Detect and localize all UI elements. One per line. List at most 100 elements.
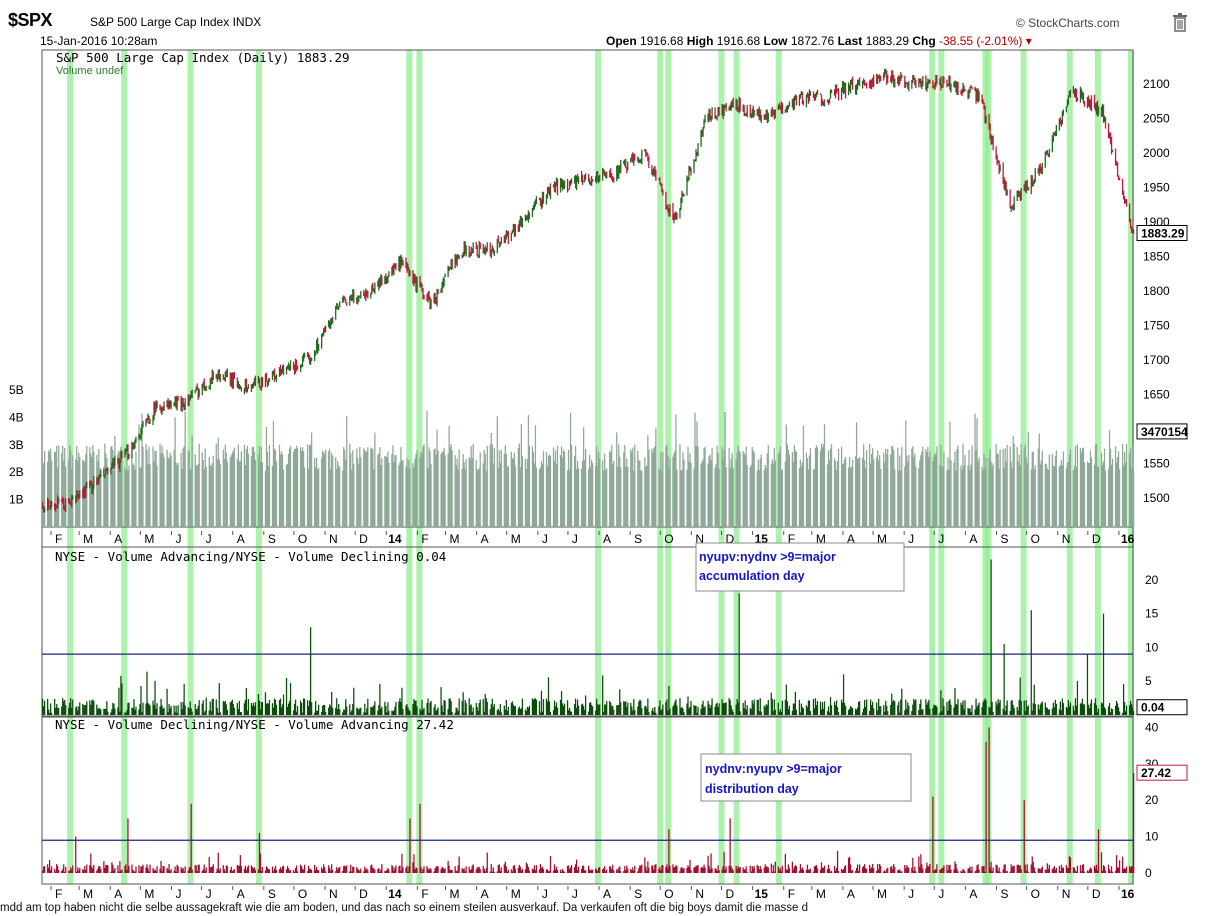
- advancing-ratio-bar: [527, 707, 530, 715]
- advancing-ratio-bar: [146, 671, 148, 715]
- declining-ratio-bar: [413, 854, 415, 873]
- volume-bar: [855, 422, 858, 527]
- declining-ratio-bar: [280, 869, 283, 873]
- declining-ratio-bar: [653, 869, 655, 873]
- advancing-ratio-bar: [995, 701, 997, 715]
- advancing-ratio-bar: [779, 709, 781, 715]
- volume-bar: [120, 446, 122, 527]
- declining-ratio-bar: [240, 866, 242, 873]
- declining-ratio-bar: [1062, 867, 1065, 873]
- declining-ratio-bar: [458, 856, 460, 873]
- volume-bar: [732, 468, 734, 527]
- advancing-ratio-bar: [528, 705, 531, 715]
- volume-bar: [196, 465, 198, 527]
- advancing-ratio-bar: [449, 698, 451, 715]
- volume-bar: [322, 450, 324, 527]
- declining-ratio-bar: [443, 869, 445, 873]
- advancing-ratio-bar: [176, 712, 178, 715]
- advancing-ratio-bar: [246, 710, 249, 715]
- advancing-ratio-bar: [195, 709, 197, 715]
- declining-ratio-bar: [323, 864, 325, 873]
- volume-bar: [595, 465, 597, 527]
- volume-bar: [472, 443, 474, 527]
- advancing-ratio-bar: [324, 705, 326, 715]
- declining-ratio-bar: [779, 867, 781, 873]
- declining-ratio-bar: [279, 867, 282, 873]
- declining-ratio-bar: [374, 869, 376, 873]
- last-dec-marker-box: [1136, 764, 1188, 781]
- advancing-ratio-bar: [744, 700, 746, 715]
- declining-ratio-bar: [482, 865, 484, 873]
- declining-ratio-bar: [814, 865, 817, 873]
- volume-bar: [422, 446, 424, 527]
- volume-bar: [436, 429, 438, 527]
- volume-bar: [64, 447, 66, 527]
- advancing-ratio-bar: [112, 702, 114, 715]
- declining-ratio-bar: [647, 861, 649, 873]
- declining-ratio-bar: [201, 870, 203, 873]
- advancing-ratio-bar: [548, 701, 551, 715]
- declining-ratio-bar: [1103, 866, 1106, 873]
- advancing-ratio-bar: [1073, 710, 1076, 715]
- advancing-ratio-bar: [419, 708, 421, 715]
- volume-bar: [419, 457, 421, 527]
- advancing-ratio-bar: [653, 711, 655, 715]
- declining-ratio-bar: [911, 867, 913, 873]
- declining-ratio-bar: [1131, 866, 1134, 873]
- declining-ratio-bar: [366, 868, 368, 873]
- volume-bar: [349, 443, 351, 527]
- advancing-ratio-bar: [336, 698, 338, 715]
- volume-bar: [976, 418, 978, 527]
- declining-ratio-bar: [97, 868, 99, 873]
- declining-ratio-bar: [590, 870, 592, 873]
- declining-ratio-bar: [834, 870, 837, 873]
- declining-ratio-bar: [498, 864, 500, 873]
- chg-value: -38.55 (-2.01%): [939, 34, 1023, 48]
- trash-icon[interactable]: [1172, 12, 1188, 32]
- x-tick-label: M: [83, 532, 93, 546]
- declining-ratio-bar: [700, 867, 702, 873]
- declining-ratio-bar: [135, 866, 137, 873]
- declining-ratio-bar: [216, 868, 218, 873]
- declining-ratio-bar: [264, 870, 267, 873]
- advancing-ratio-bar: [718, 703, 720, 715]
- declining-ratio-bar: [743, 869, 745, 873]
- volume-bar: [1032, 451, 1034, 527]
- advancing-ratio-bar: [287, 703, 290, 715]
- declining-ratio-bar: [918, 856, 920, 873]
- declining-ratio-bar: [658, 868, 660, 873]
- declining-ratio-bar: [554, 869, 557, 873]
- advancing-ratio-bar: [160, 698, 162, 715]
- advancing-ratio-bar: [184, 705, 186, 715]
- volume-bar: [1027, 431, 1029, 527]
- advancing-ratio-bar: [652, 707, 654, 715]
- volume-bar: [918, 468, 920, 527]
- advancing-ratio-bar: [63, 701, 65, 715]
- volume-bar: [489, 444, 491, 527]
- advancing-ratio-bar: [521, 698, 524, 715]
- x-tick-label: J: [572, 887, 578, 901]
- declining-ratio-bar: [525, 862, 528, 873]
- volume-bar: [118, 450, 120, 527]
- volume-bar: [42, 470, 44, 527]
- declining-ratio-bar: [379, 871, 381, 873]
- advancing-ratio-bar: [940, 690, 942, 715]
- declining-ratio-bar: [689, 859, 691, 873]
- declining-ratio-bar: [722, 866, 724, 873]
- declining-ratio-bar: [580, 868, 583, 873]
- volume-bar: [335, 457, 337, 527]
- declining-ratio-bar: [596, 869, 598, 873]
- stockcharts-brand[interactable]: © StockCharts.com: [1016, 16, 1120, 30]
- volume-bar: [175, 462, 177, 527]
- declining-ratio-bar: [1054, 869, 1056, 873]
- volume-bar: [805, 452, 808, 527]
- advancing-ratio-bar: [436, 709, 438, 715]
- volume-bar: [957, 445, 959, 527]
- advancing-ratio-bar: [111, 709, 113, 715]
- advancing-ratio-bar: [674, 701, 676, 715]
- volume-bar: [1046, 468, 1048, 527]
- advancing-ratio-bar: [505, 700, 507, 715]
- declining-ratio-bar: [538, 869, 541, 873]
- volume-bar: [857, 458, 860, 527]
